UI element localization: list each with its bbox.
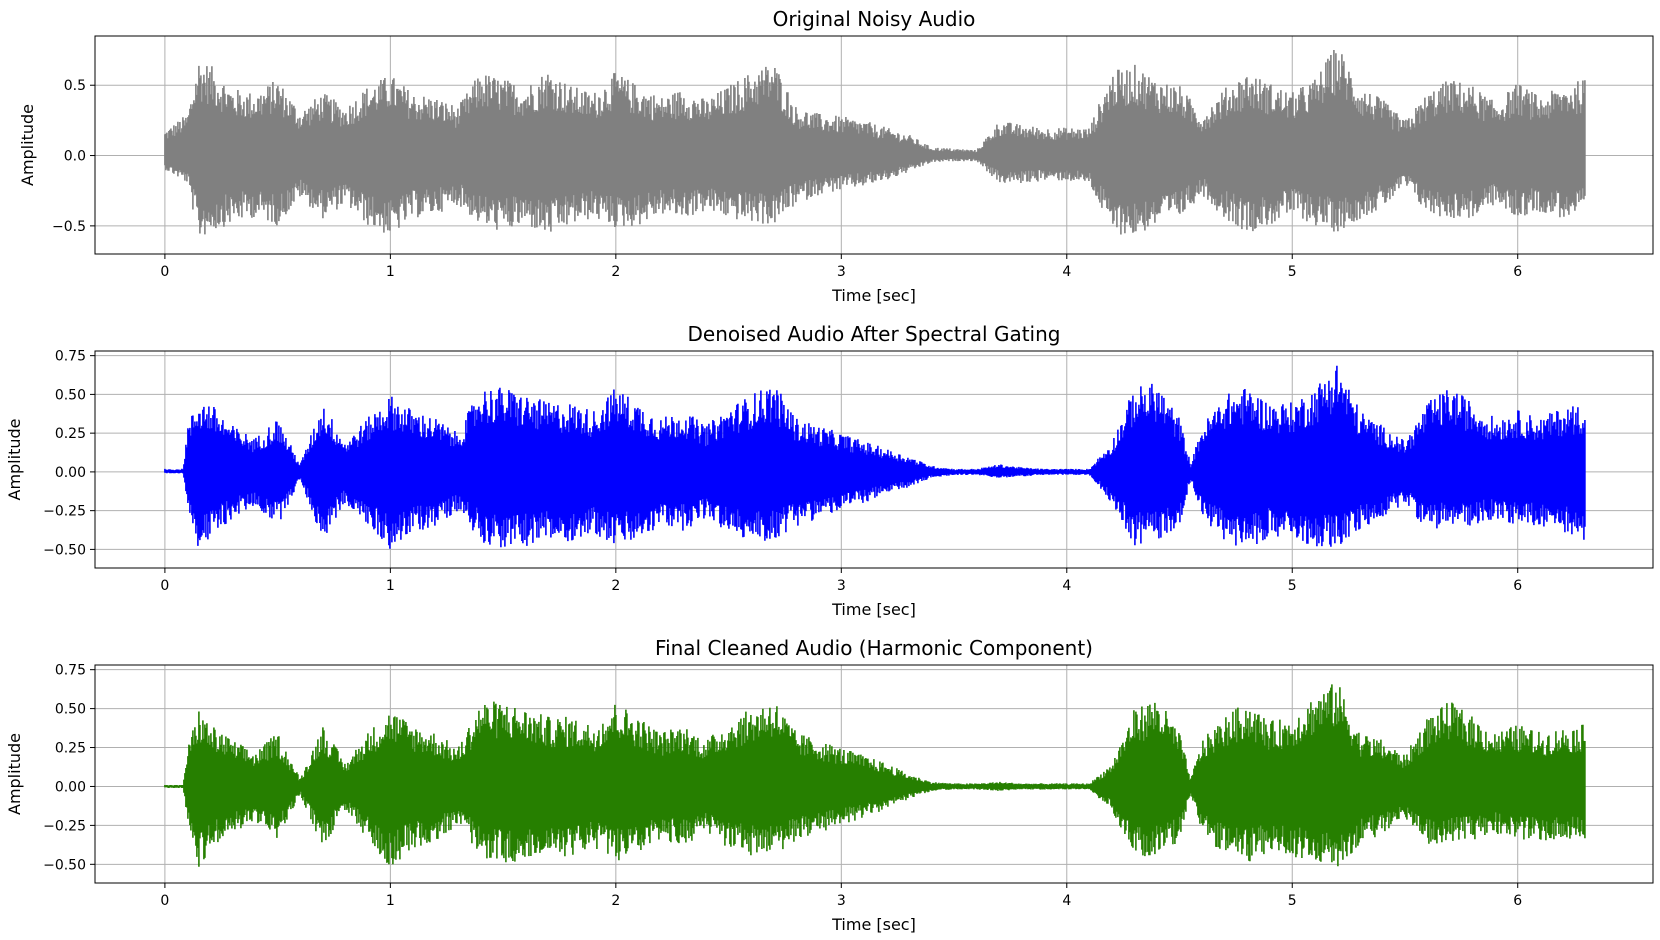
y-tick-label: 0.5 (64, 78, 86, 94)
x-tick-label: 3 (837, 264, 846, 280)
x-tick-label: 4 (1062, 578, 1071, 594)
x-tick-label: 5 (1288, 893, 1297, 909)
x-axis-label: Time [sec] (831, 915, 916, 934)
waveform-series (164, 365, 1586, 549)
y-tick-label: −0.5 (52, 219, 86, 235)
y-tick-label: 0.00 (55, 779, 86, 795)
x-tick-label: 3 (837, 893, 846, 909)
x-tick-label: 6 (1513, 578, 1522, 594)
subplot-title: Denoised Audio After Spectral Gating (688, 322, 1061, 346)
x-tick-label: 0 (160, 264, 169, 280)
axes-frame (94, 664, 1654, 884)
y-tick-label: 0.25 (55, 741, 86, 757)
subplot-1: 0 1 2 3 4 5 6 −0.5 0.0 0.5 Original Noisy Audio Tim… (18, 7, 1654, 305)
x-tick-label: 4 (1062, 264, 1071, 280)
y-tick-label: 0.0 (64, 149, 86, 165)
x-tick-label: 3 (837, 578, 846, 594)
x-axis-label: Time [sec] (831, 600, 916, 619)
x-tick-label: 0 (160, 893, 169, 909)
y-tick-label: 0.75 (55, 663, 86, 679)
x-tick-label: 5 (1288, 264, 1297, 280)
waveform-series (164, 684, 1586, 867)
x-tick-label: 6 (1513, 893, 1522, 909)
x-tick-label: 0 (160, 578, 169, 594)
subplot-3: 0 1 2 3 4 5 6 −0.50 −0.25 0.00 0.25 0.50 0.75 Final C… (5, 636, 1654, 934)
y-tick-label: 0.25 (55, 426, 86, 442)
x-tick-label: 1 (386, 893, 395, 909)
subplot-2: 0 1 2 3 4 5 6 −0.50 −0.25 0.00 0.25 0.50 0.75 Denoise… (5, 322, 1654, 619)
y-axis-label: Amplitude (5, 733, 24, 815)
x-tick-label: 1 (386, 264, 395, 280)
y-tick-label: −0.25 (43, 504, 86, 520)
y-tick-label: 0.50 (55, 387, 86, 403)
y-tick-label: −0.50 (43, 857, 86, 873)
y-tick-label: 0.00 (55, 465, 86, 481)
y-axis-label: Amplitude (18, 104, 37, 186)
subplot-title: Original Noisy Audio (773, 7, 976, 31)
x-tick-label: 6 (1513, 264, 1522, 280)
x-axis-label: Time [sec] (831, 286, 916, 305)
waveform-series (164, 50, 1586, 235)
x-tick-label: 2 (611, 578, 620, 594)
x-tick-label: 5 (1288, 578, 1297, 594)
subplot-title: Final Cleaned Audio (Harmonic Component) (655, 636, 1093, 660)
x-tick-label: 1 (386, 578, 395, 594)
x-tick-label: 4 (1062, 893, 1071, 909)
y-axis-label: Amplitude (5, 419, 24, 501)
y-tick-label: −0.25 (43, 818, 86, 834)
x-tick-label: 2 (611, 264, 620, 280)
y-tick-label: −0.50 (43, 542, 86, 558)
y-tick-label: 0.50 (55, 702, 86, 718)
axes-frame (94, 350, 1654, 569)
x-tick-label: 2 (611, 893, 620, 909)
y-tick-label: 0.75 (55, 349, 86, 365)
axes-frame (94, 35, 1654, 255)
